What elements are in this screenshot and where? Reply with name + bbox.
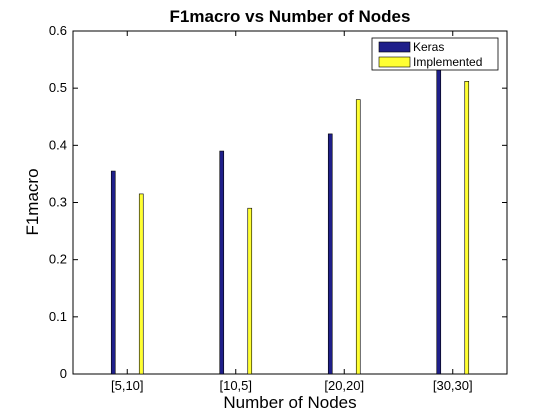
bar-keras-0 bbox=[110, 170, 116, 375]
axis-ticks: 0 0.1 0.2 0.3 0.4 0.5 0.6 [5,10] [10,5] [20,20] [3… bbox=[49, 23, 507, 393]
x-axis-title: Number of Nodes bbox=[223, 393, 356, 412]
bar-implemented-3 bbox=[464, 81, 470, 375]
bar-keras-3 bbox=[436, 67, 442, 375]
x-tick-label: [5,10] bbox=[111, 378, 144, 393]
chart-title: F1macro vs Number of Nodes bbox=[170, 7, 411, 26]
y-tick-label: 0.5 bbox=[49, 80, 67, 95]
bar-implemented-1 bbox=[247, 207, 253, 375]
y-axis-title: F1macro bbox=[23, 168, 42, 235]
y-tick-label: 0.2 bbox=[49, 252, 67, 267]
plot-area bbox=[72, 30, 508, 375]
legend-label-implemented: Implemented bbox=[413, 55, 482, 69]
x-tick-label: [30,30] bbox=[433, 378, 473, 393]
y-tick-label: 0.1 bbox=[49, 309, 67, 324]
x-tick-label: [20,20] bbox=[324, 378, 364, 393]
legend-swatch-implemented bbox=[378, 56, 411, 68]
legend-swatch-keras bbox=[378, 41, 411, 53]
y-tick-label: 0.4 bbox=[49, 137, 67, 152]
legend-label-keras: Keras bbox=[413, 40, 444, 54]
bar-implemented-0 bbox=[138, 193, 144, 375]
bar-implemented-2 bbox=[355, 99, 361, 375]
y-tick-label: 0.3 bbox=[49, 195, 67, 210]
bar-keras-1 bbox=[219, 150, 225, 375]
y-tick-label: 0 bbox=[60, 366, 67, 381]
bar-keras-2 bbox=[327, 133, 333, 375]
y-tick-label: 0.6 bbox=[49, 23, 67, 38]
legend: Keras Implemented bbox=[371, 37, 499, 71]
x-tick-label: [10,5] bbox=[219, 378, 252, 393]
